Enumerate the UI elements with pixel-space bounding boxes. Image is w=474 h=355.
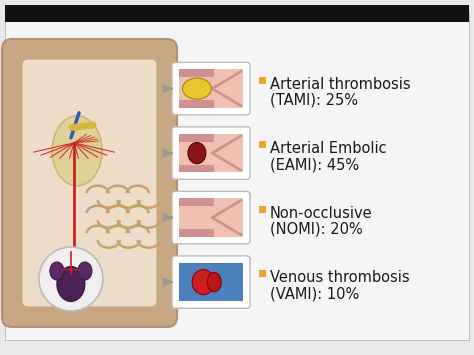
FancyBboxPatch shape bbox=[172, 191, 250, 244]
Bar bbox=[179, 229, 214, 237]
Ellipse shape bbox=[207, 273, 221, 292]
Polygon shape bbox=[212, 71, 241, 89]
FancyBboxPatch shape bbox=[172, 256, 250, 308]
FancyBboxPatch shape bbox=[172, 62, 250, 115]
FancyArrowPatch shape bbox=[72, 125, 93, 127]
Bar bbox=[259, 206, 266, 213]
Polygon shape bbox=[212, 153, 241, 170]
Bar bbox=[179, 69, 243, 108]
Text: (VAMI): 10%: (VAMI): 10% bbox=[270, 286, 359, 301]
Ellipse shape bbox=[188, 143, 206, 164]
Text: (TAMI): 25%: (TAMI): 25% bbox=[270, 93, 358, 108]
Bar bbox=[179, 263, 243, 301]
FancyBboxPatch shape bbox=[22, 59, 157, 307]
Circle shape bbox=[39, 247, 103, 311]
Text: Venous thrombosis: Venous thrombosis bbox=[270, 270, 410, 285]
Bar bbox=[179, 100, 214, 108]
Bar bbox=[179, 134, 214, 142]
Bar bbox=[179, 134, 243, 172]
FancyBboxPatch shape bbox=[5, 12, 469, 340]
FancyBboxPatch shape bbox=[172, 127, 250, 179]
Polygon shape bbox=[212, 218, 241, 235]
Text: (EAMI): 45%: (EAMI): 45% bbox=[270, 157, 359, 172]
Text: Arterial thrombosis: Arterial thrombosis bbox=[270, 77, 410, 92]
Ellipse shape bbox=[192, 269, 215, 295]
Text: Non-occlusive: Non-occlusive bbox=[270, 206, 373, 220]
Polygon shape bbox=[212, 89, 241, 106]
Polygon shape bbox=[212, 136, 241, 153]
Polygon shape bbox=[212, 200, 241, 218]
Bar bbox=[259, 270, 266, 277]
Ellipse shape bbox=[78, 262, 92, 280]
Bar bbox=[179, 69, 214, 77]
Bar bbox=[179, 165, 214, 172]
Ellipse shape bbox=[50, 262, 64, 280]
Text: (NOMI): 20%: (NOMI): 20% bbox=[270, 222, 363, 236]
Ellipse shape bbox=[52, 116, 102, 186]
Bar bbox=[5, 5, 469, 22]
Ellipse shape bbox=[57, 267, 85, 301]
Bar bbox=[179, 198, 243, 237]
Ellipse shape bbox=[182, 78, 211, 99]
Bar bbox=[259, 77, 266, 84]
FancyBboxPatch shape bbox=[2, 39, 177, 327]
Bar bbox=[179, 198, 214, 206]
Bar bbox=[259, 141, 266, 148]
Text: Arterial Embolic: Arterial Embolic bbox=[270, 141, 387, 156]
